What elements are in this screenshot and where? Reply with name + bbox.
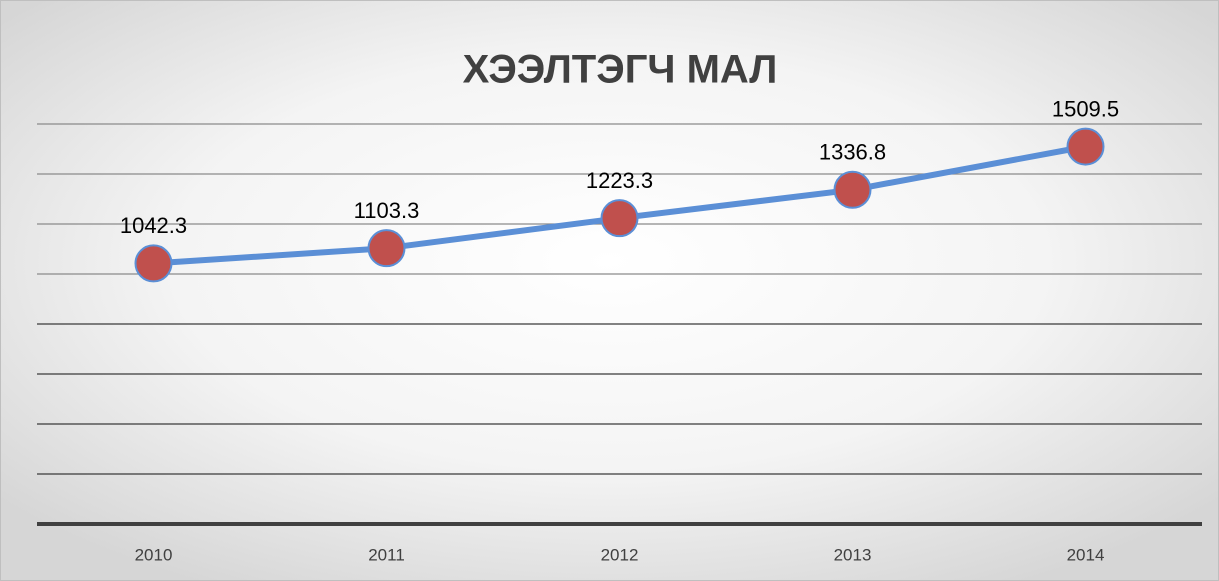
x-tick-label: 2011 bbox=[368, 545, 405, 564]
data-label: 1223.3 bbox=[586, 168, 653, 193]
marker bbox=[600, 199, 639, 238]
marker bbox=[833, 170, 872, 209]
marker bbox=[134, 244, 173, 283]
data-label: 1103.3 bbox=[354, 198, 420, 223]
marker bbox=[1066, 127, 1105, 166]
data-label: 1336.8 bbox=[819, 140, 886, 165]
x-tick-label: 2010 bbox=[135, 545, 173, 564]
data-label: 1042.3 bbox=[120, 213, 187, 238]
x-tick-label: 2014 bbox=[1067, 545, 1105, 564]
x-tick-label: 2013 bbox=[834, 545, 872, 564]
chart-title: ХЭЭЛТЭГЧ МАЛ bbox=[463, 48, 778, 92]
x-tick-label: 2012 bbox=[601, 545, 639, 564]
marker bbox=[367, 229, 406, 268]
data-label: 1509.5 bbox=[1052, 96, 1119, 121]
